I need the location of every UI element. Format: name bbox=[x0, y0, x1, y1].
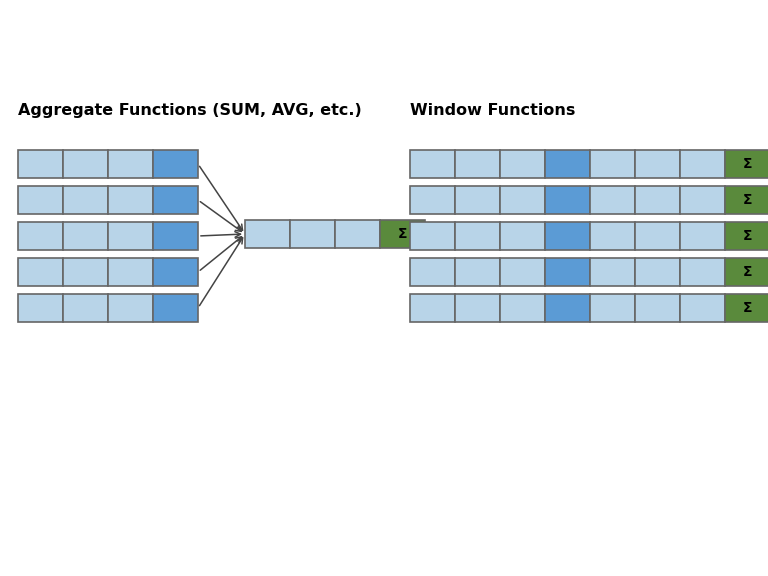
Bar bbox=[18, 258, 63, 286]
Bar bbox=[455, 150, 500, 178]
Bar bbox=[153, 294, 198, 322]
Bar bbox=[153, 186, 198, 214]
Bar bbox=[455, 222, 500, 250]
Bar bbox=[680, 222, 725, 250]
Bar bbox=[545, 150, 590, 178]
Bar bbox=[500, 222, 545, 250]
Bar bbox=[290, 220, 335, 248]
Bar bbox=[108, 258, 153, 286]
Bar bbox=[500, 186, 545, 214]
Bar bbox=[635, 150, 680, 178]
Bar bbox=[635, 258, 680, 286]
Bar bbox=[245, 220, 290, 248]
Bar bbox=[680, 258, 725, 286]
Bar bbox=[455, 186, 500, 214]
Bar bbox=[545, 222, 590, 250]
Text: Window Functions: Window Functions bbox=[410, 103, 575, 118]
Text: Σ: Σ bbox=[743, 229, 752, 243]
Bar bbox=[590, 294, 635, 322]
Bar bbox=[153, 150, 198, 178]
Bar bbox=[725, 258, 768, 286]
Bar bbox=[545, 258, 590, 286]
Bar bbox=[680, 186, 725, 214]
Bar bbox=[153, 258, 198, 286]
Bar bbox=[108, 294, 153, 322]
Bar bbox=[410, 186, 455, 214]
Bar bbox=[680, 294, 725, 322]
Bar bbox=[18, 150, 63, 178]
Bar bbox=[545, 186, 590, 214]
Bar bbox=[590, 150, 635, 178]
Bar bbox=[725, 186, 768, 214]
Text: Σ: Σ bbox=[743, 301, 752, 315]
Text: Aggregate Functions (SUM, AVG, etc.): Aggregate Functions (SUM, AVG, etc.) bbox=[18, 103, 362, 118]
Bar bbox=[18, 294, 63, 322]
Bar bbox=[63, 186, 108, 214]
Bar bbox=[455, 258, 500, 286]
Bar bbox=[410, 150, 455, 178]
Bar bbox=[590, 186, 635, 214]
Bar bbox=[500, 294, 545, 322]
Bar bbox=[63, 294, 108, 322]
Bar bbox=[153, 222, 198, 250]
Bar bbox=[410, 222, 455, 250]
Bar bbox=[635, 222, 680, 250]
Bar bbox=[725, 150, 768, 178]
Bar bbox=[335, 220, 380, 248]
Bar bbox=[725, 222, 768, 250]
Bar bbox=[590, 222, 635, 250]
Bar bbox=[410, 258, 455, 286]
Text: Σ: Σ bbox=[743, 265, 752, 279]
Bar bbox=[108, 186, 153, 214]
Bar bbox=[410, 294, 455, 322]
Bar bbox=[635, 294, 680, 322]
Text: Σ: Σ bbox=[743, 193, 752, 207]
Bar bbox=[18, 186, 63, 214]
Text: Σ: Σ bbox=[743, 157, 752, 171]
Text: Σ: Σ bbox=[398, 227, 407, 241]
Bar bbox=[545, 294, 590, 322]
Bar bbox=[63, 258, 108, 286]
Bar bbox=[500, 150, 545, 178]
Bar bbox=[380, 220, 425, 248]
Bar bbox=[108, 222, 153, 250]
Bar bbox=[455, 294, 500, 322]
Bar bbox=[500, 258, 545, 286]
Bar bbox=[63, 150, 108, 178]
Bar bbox=[680, 150, 725, 178]
Bar bbox=[18, 222, 63, 250]
Bar bbox=[63, 222, 108, 250]
Bar bbox=[635, 186, 680, 214]
Bar bbox=[108, 150, 153, 178]
Bar bbox=[725, 294, 768, 322]
Bar bbox=[590, 258, 635, 286]
